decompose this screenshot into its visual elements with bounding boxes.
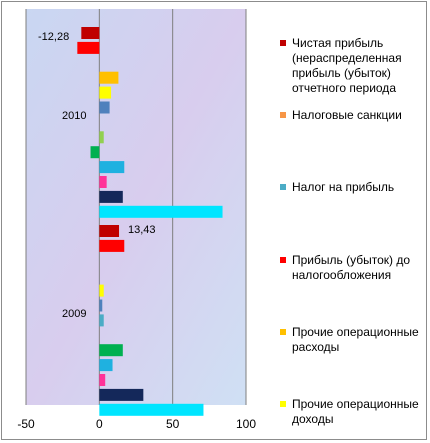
bar: [99, 176, 107, 188]
bar: [99, 86, 112, 99]
bar: [99, 71, 119, 84]
bar: [99, 403, 204, 416]
x-tick-label: 50: [166, 417, 180, 431]
legend-swatch: [280, 401, 286, 407]
legend-label: Прочие операционные доходы: [292, 397, 419, 426]
legend-swatch: [280, 40, 286, 46]
category-label: 2009: [62, 308, 86, 320]
bar: [99, 225, 120, 237]
bar: [99, 344, 123, 357]
bar: [99, 388, 144, 401]
bar: [99, 359, 113, 372]
bar: [99, 374, 106, 386]
legend-label: Прочие операционные расходы: [292, 325, 419, 354]
legend-swatch: [280, 112, 286, 118]
bar: [99, 101, 110, 114]
bar: [90, 146, 100, 159]
legend-label: Налог на прибыль: [292, 180, 395, 194]
legend-label: Прибыль (убыток) до налогообложения: [292, 253, 411, 282]
data-label: 13,43: [128, 224, 156, 236]
bar: [99, 299, 103, 312]
legend-swatch: [280, 329, 286, 335]
x-tick-label: 100: [236, 417, 256, 431]
bar: [99, 239, 125, 252]
legend-swatch: [280, 257, 286, 263]
legend-swatch: [280, 184, 286, 190]
bar: [81, 27, 100, 39]
data-label: -12,28: [38, 31, 69, 43]
bar: [99, 190, 123, 203]
bar: [99, 284, 104, 297]
legend-label: Налоговые санкции: [292, 108, 402, 122]
bar: [99, 161, 125, 174]
category-label: 2010: [62, 110, 86, 122]
x-tick-label: 0: [96, 417, 103, 431]
legend-label: Чистая прибыль (нераспределенная прибыль…: [292, 36, 402, 95]
bar: [99, 314, 104, 327]
legend: Чистая прибыль (нераспределенная прибыль…: [280, 0, 430, 443]
bar: [77, 41, 100, 54]
x-tick-label: -50: [17, 417, 35, 431]
bar: [99, 131, 104, 144]
bar: [99, 205, 223, 218]
